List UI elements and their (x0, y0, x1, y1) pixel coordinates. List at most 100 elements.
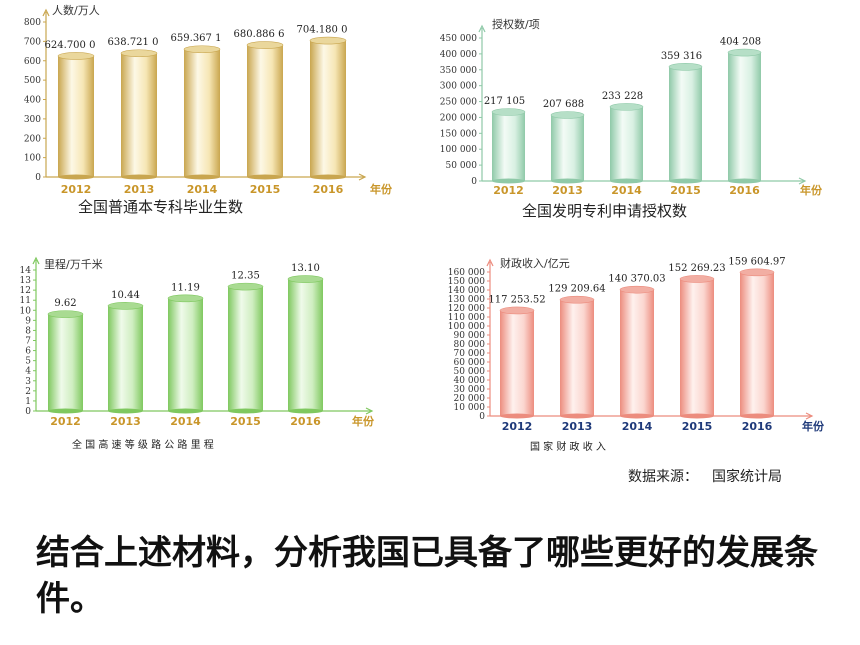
x-axis-unit-label: 年份 (800, 183, 823, 197)
x-category-label: 2016 (313, 183, 344, 196)
data-source-label: 数据来源： (628, 469, 698, 485)
x-category-label: 2016 (290, 415, 321, 428)
y-tick-label: 5 (25, 357, 31, 367)
y-tick-label: 2 (25, 387, 31, 397)
bar (551, 115, 584, 181)
y-tick-label: 200 (24, 134, 41, 144)
bar-value-label: 217 105 (484, 96, 525, 107)
y-axis-arrow-icon (42, 8, 50, 17)
y-tick-label: 300 000 (440, 82, 477, 92)
bar-value-label: 638.721 0 (108, 37, 159, 48)
y-tick-label: 700 (24, 37, 41, 47)
bar-base (121, 174, 157, 180)
bar-base (500, 413, 534, 419)
bar-base (247, 174, 283, 180)
bar-top-cap (550, 111, 585, 119)
x-category-label: 2013 (562, 420, 593, 433)
y-axis-arrow-icon (486, 258, 494, 267)
y-tick-label: 100 (24, 154, 41, 164)
y-tick-label: 80 000 (454, 340, 486, 350)
bar-base (288, 408, 323, 414)
bar-value-label: 117 253.52 (488, 294, 545, 305)
bar-base (610, 178, 643, 184)
bar-top-cap (491, 108, 526, 116)
y-tick-label: 0 (35, 173, 41, 183)
bar-value-label: 659.367 1 (171, 33, 222, 44)
y-tick-label: 30 000 (454, 385, 486, 395)
graduates-chart-svg: 0 100 200 300 400 500 600 700 800 人数/万人 624.700 0 2… (24, 4, 393, 196)
bar-top-cap (287, 275, 324, 283)
x-axis-unit-label: 年份 (370, 182, 393, 196)
y-tick-label: 150 000 (440, 129, 477, 139)
y-tick-label: 14 (20, 266, 32, 276)
x-category-label: 2015 (250, 183, 281, 196)
bar-base (560, 413, 594, 419)
y-tick-label: 0 (471, 177, 477, 187)
bar-value-label: 10.44 (111, 290, 140, 301)
graduates-chart: 0 100 200 300 400 500 600 700 800 人数/万人 624.700 0 2… (0, 0, 420, 200)
bar-top-cap (739, 268, 775, 277)
discussion-question: 结合上述材料，分析我国已具备了哪些更好的发展条件。 (36, 533, 818, 619)
bar-base (48, 408, 83, 414)
data-source: 数据来源： 国家统计局 (628, 466, 782, 486)
x-category-label: 2015 (230, 415, 261, 428)
bar-top-cap (107, 302, 144, 310)
y-tick-label: 60 000 (454, 358, 486, 368)
bar-base (228, 408, 263, 414)
bar (184, 49, 220, 178)
bar (58, 55, 94, 178)
y-tick-label: 0 (25, 407, 31, 417)
bar-top-cap (246, 41, 284, 49)
x-category-label: 2016 (729, 184, 760, 197)
y-tick-label: 350 000 (440, 66, 477, 76)
bar-top-cap (679, 275, 715, 283)
bar-top-cap (120, 49, 158, 58)
bar-value-label: 159 604.97 (728, 256, 785, 267)
y-tick-label: 100 000 (448, 322, 485, 332)
patents-chart-svg: 0 50 000 100 000 150 000 200 000 250 000 300 0… (440, 17, 823, 197)
x-axis-unit-label: 年份 (352, 414, 375, 428)
bar-value-label: 680.886 6 (234, 29, 285, 40)
bar (492, 112, 525, 181)
bar-value-label: 11.19 (171, 282, 200, 293)
data-source-value: 国家统计局 (712, 469, 782, 485)
x-category-label: 2012 (61, 183, 92, 196)
x-category-label: 2015 (682, 420, 713, 433)
bar-value-label: 207 688 (543, 99, 584, 110)
bar-base (728, 178, 761, 184)
bar-value-label: 13.10 (291, 263, 320, 274)
bar-top-cap (47, 310, 84, 318)
bar (620, 289, 654, 416)
revenue-caption: 国 家 财 政 收 入 (530, 442, 606, 453)
bar-base (669, 178, 702, 184)
x-category-label: 2012 (493, 184, 524, 197)
y-tick-label: 6 (25, 347, 31, 357)
graduates-caption: 全国普通本专科毕业生数 (78, 198, 244, 216)
bar-base (184, 174, 220, 180)
bar-top-cap (183, 45, 221, 54)
bar (500, 310, 534, 416)
bar-top-cap (167, 294, 204, 303)
bar-value-label: 704.180 0 (297, 25, 348, 36)
bar-value-label: 359 316 (661, 51, 702, 62)
x-axis-arrow-icon (365, 407, 374, 415)
bar (310, 40, 346, 177)
y-tick-label: 9 (25, 316, 31, 326)
bar-base (108, 408, 143, 414)
y-tick-label: 10 000 (454, 403, 486, 413)
bar-value-label: 12.35 (231, 271, 260, 282)
y-axis-unit-label: 里程/万千米 (44, 258, 103, 271)
y-tick-label: 160 000 (448, 268, 485, 278)
y-tick-label: 10 (20, 306, 32, 316)
y-tick-label: 400 (24, 96, 41, 106)
x-category-label: 2014 (622, 420, 653, 433)
y-tick-label: 4 (25, 367, 31, 377)
bar-top-cap (668, 63, 703, 71)
x-category-label: 2013 (552, 184, 583, 197)
y-axis-arrow-icon (32, 256, 40, 265)
y-tick-label: 150 000 (448, 277, 485, 287)
y-tick-label: 450 000 (440, 34, 477, 44)
x-category-label: 2014 (611, 184, 642, 197)
